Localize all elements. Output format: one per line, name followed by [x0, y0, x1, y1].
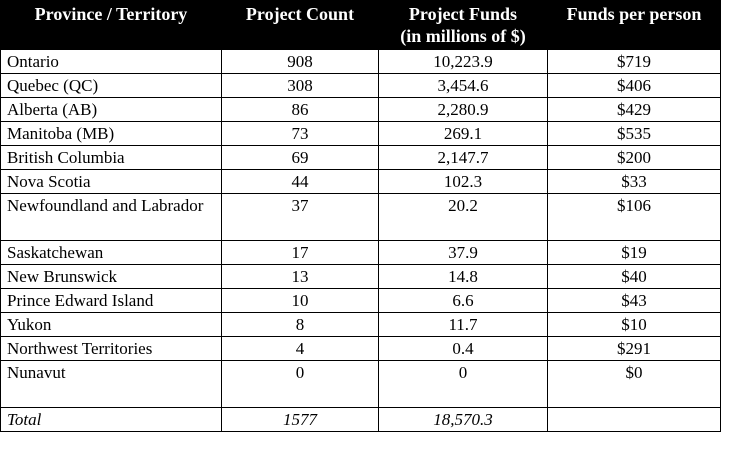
total-funds: 18,570.3 [378, 407, 548, 432]
cell-funds: 102.3 [378, 169, 548, 194]
cell-province: Ontario [0, 49, 222, 74]
table-row: Saskatchewan 17 37.9 $19 [0, 240, 721, 265]
cell-funds: 20.2 [378, 193, 548, 241]
cell-per-person: $106 [547, 193, 721, 241]
table-row: Quebec (QC) 308 3,454.6 $406 [0, 73, 721, 98]
cell-count: 17 [221, 240, 379, 265]
cell-province: Alberta (AB) [0, 97, 222, 122]
cell-province: Saskatchewan [0, 240, 222, 265]
cell-funds: 269.1 [378, 121, 548, 146]
cell-per-person: $291 [547, 336, 721, 361]
cell-count: 86 [221, 97, 379, 122]
cell-per-person: $0 [547, 360, 721, 408]
table-header: Province / Territory Project Count Proje… [0, 0, 721, 50]
table-row: Ontario 908 10,223.9 $719 [0, 49, 721, 74]
header-project-count: Project Count [221, 0, 379, 50]
table-row: Yukon 8 11.7 $10 [0, 312, 721, 337]
cell-funds: 0 [378, 360, 548, 408]
cell-funds: 37.9 [378, 240, 548, 265]
cell-per-person: $406 [547, 73, 721, 98]
cell-province: Prince Edward Island [0, 288, 222, 313]
table-row: Alberta (AB) 86 2,280.9 $429 [0, 97, 721, 122]
cell-count: 8 [221, 312, 379, 337]
cell-funds: 6.6 [378, 288, 548, 313]
cell-per-person: $429 [547, 97, 721, 122]
cell-province: Nova Scotia [0, 169, 222, 194]
total-label: Total [0, 407, 222, 432]
cell-funds: 0.4 [378, 336, 548, 361]
cell-province: Yukon [0, 312, 222, 337]
cell-count: 69 [221, 145, 379, 170]
cell-per-person: $33 [547, 169, 721, 194]
table-row: Prince Edward Island 10 6.6 $43 [0, 288, 721, 313]
cell-count: 0 [221, 360, 379, 408]
header-province: Province / Territory [0, 0, 222, 50]
cell-count: 37 [221, 193, 379, 241]
cell-per-person: $43 [547, 288, 721, 313]
cell-province: British Columbia [0, 145, 222, 170]
cell-province: Nunavut [0, 360, 222, 408]
table-body: Ontario 908 10,223.9 $719 Quebec (QC) 30… [0, 49, 721, 432]
table-row: Newfoundland and Labrador 37 20.2 $106 [0, 193, 721, 241]
cell-funds: 3,454.6 [378, 73, 548, 98]
table-row: British Columbia 69 2,147.7 $200 [0, 145, 721, 170]
cell-funds: 2,147.7 [378, 145, 548, 170]
table-row: Nova Scotia 44 102.3 $33 [0, 169, 721, 194]
cell-count: 308 [221, 73, 379, 98]
table-row: New Brunswick 13 14.8 $40 [0, 264, 721, 289]
cell-count: 73 [221, 121, 379, 146]
cell-count: 4 [221, 336, 379, 361]
funding-table: Province / Territory Project Count Proje… [0, 0, 721, 432]
cell-per-person: $10 [547, 312, 721, 337]
table-row: Northwest Territories 4 0.4 $291 [0, 336, 721, 361]
cell-province: New Brunswick [0, 264, 222, 289]
total-per-person [547, 407, 721, 432]
cell-province: Quebec (QC) [0, 73, 222, 98]
header-project-funds-line2: (in millions of $) [400, 26, 526, 46]
cell-per-person: $535 [547, 121, 721, 146]
cell-count: 13 [221, 264, 379, 289]
cell-funds: 11.7 [378, 312, 548, 337]
cell-count: 44 [221, 169, 379, 194]
cell-count: 10 [221, 288, 379, 313]
header-funds-per-person: Funds per person [547, 0, 721, 50]
cell-per-person: $40 [547, 264, 721, 289]
cell-province: Newfoundland and Labrador [0, 193, 222, 241]
header-project-funds: Project Funds (in millions of $) [378, 0, 548, 50]
total-row: Total 1577 18,570.3 [0, 407, 721, 432]
header-row: Province / Territory Project Count Proje… [0, 0, 721, 50]
total-count: 1577 [221, 407, 379, 432]
table-row: Nunavut 0 0 $0 [0, 360, 721, 408]
cell-per-person: $19 [547, 240, 721, 265]
cell-per-person: $200 [547, 145, 721, 170]
table-row: Manitoba (MB) 73 269.1 $535 [0, 121, 721, 146]
cell-count: 908 [221, 49, 379, 74]
cell-funds: 10,223.9 [378, 49, 548, 74]
cell-funds: 14.8 [378, 264, 548, 289]
cell-province: Manitoba (MB) [0, 121, 222, 146]
cell-per-person: $719 [547, 49, 721, 74]
cell-funds: 2,280.9 [378, 97, 548, 122]
cell-province: Northwest Territories [0, 336, 222, 361]
header-project-funds-line1: Project Funds [408, 4, 518, 24]
